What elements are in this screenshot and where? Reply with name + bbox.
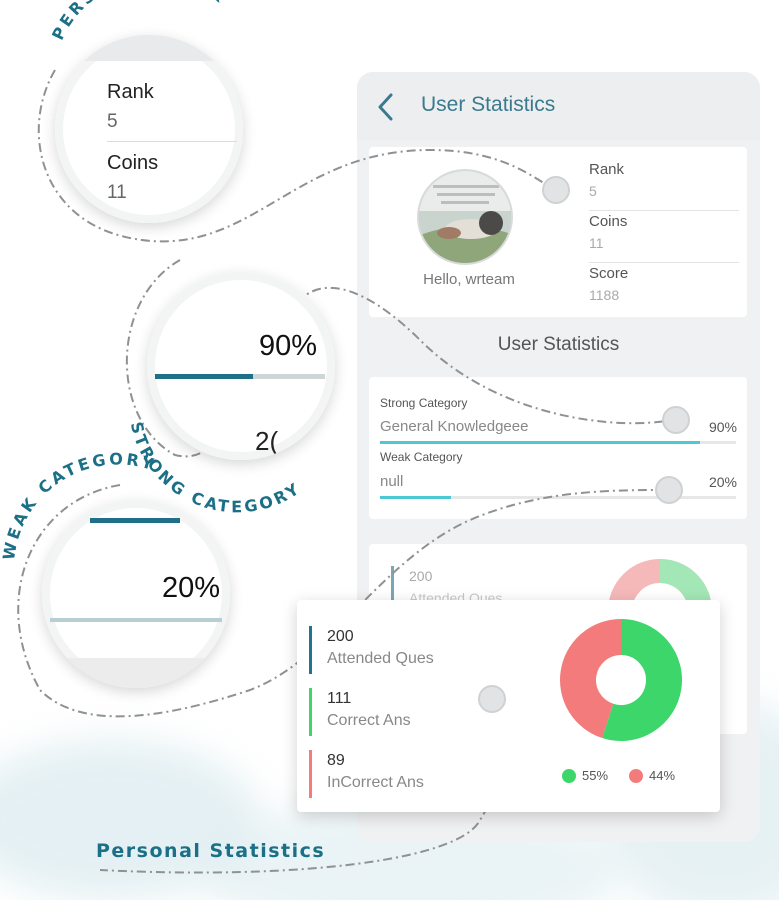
donut-slice-correct: [602, 619, 682, 741]
weak-category-label: Weak Category: [380, 450, 463, 464]
zoom-weak-track: [50, 618, 222, 622]
zoom-strip: [42, 658, 230, 688]
personal-rank-callout: PERSONAL RANK: [48, 0, 230, 43]
weak-category-value: null: [380, 473, 404, 490]
stat-label: Rank: [589, 161, 625, 178]
stat-label: Score: [589, 265, 629, 282]
strong-category-fill: [380, 441, 701, 444]
coins-stat: Coins 11: [589, 211, 739, 263]
zoom-strong-partial: 2(: [255, 426, 279, 456]
zoom-inner: 90% 2(: [147, 272, 335, 460]
profile-stats: Rank 5 Coins 11 Score 1188: [589, 159, 739, 315]
zoom-strong-percent: 90%: [258, 330, 317, 362]
stat-value: 5: [589, 183, 597, 199]
weak-category-fill: [380, 496, 452, 499]
weak-category-bar: [380, 496, 736, 499]
strong-category-label: Strong Category: [380, 396, 468, 410]
app-title: User Statistics: [421, 93, 556, 116]
strong-category-bar: [380, 441, 736, 444]
donut-chart: [560, 619, 682, 741]
incorrect-stat: 89 InCorrect Ans: [309, 750, 424, 800]
zoom-rank-value: 5: [107, 111, 118, 132]
callout-text: WEAK CATEGORY: [0, 449, 156, 561]
app-header: User Statistics: [357, 72, 760, 140]
attended-bar: [309, 626, 312, 674]
personal-rank-zoom: Rank 5 Coins 11: [55, 35, 243, 223]
correct-value: 111: [327, 690, 352, 707]
incorrect-bar: [309, 750, 312, 798]
connector-dot-strong: [662, 406, 690, 434]
legend-label: 55%: [582, 768, 609, 783]
weak-category-percent: 20%: [708, 474, 737, 490]
zoom-strip: [55, 35, 243, 61]
correct-stat: 111 Correct Ans: [309, 688, 411, 738]
zoom-coins-label: Coins: [107, 152, 159, 174]
legend-swatch-green: [562, 768, 576, 783]
zoom-divider: [107, 141, 237, 142]
weak-category-zoom: 20%: [42, 500, 230, 688]
legend-label: 44%: [649, 768, 676, 783]
donut-slice-incorrect: [560, 619, 623, 739]
greeting-text: Hello, wrteam: [423, 271, 515, 288]
attended-stat: 200 Attended Ques: [309, 626, 434, 676]
stat-label: Coins: [589, 213, 628, 230]
zoom-weak-percent: 20%: [161, 572, 220, 604]
incorrect-label: InCorrect Ans: [327, 774, 424, 791]
zoom-inner: 20%: [42, 500, 230, 688]
category-card: Strong Category General Knowledgeee 90% …: [369, 377, 747, 519]
rank-stat: Rank 5: [589, 159, 739, 211]
score-stat: Score 1188: [589, 263, 739, 315]
correct-bar: [309, 688, 312, 736]
zoom-strong-fill: [155, 374, 253, 379]
connector-dot-weak: [655, 476, 683, 504]
legend-incorrect: 44%: [629, 768, 675, 783]
zoom-rank-label: Rank: [107, 81, 154, 103]
strong-category-percent: 90%: [708, 419, 737, 435]
strong-category-zoom: 90% 2(: [147, 272, 335, 460]
zoom-weak-topbar: [90, 518, 180, 523]
avatar[interactable]: [417, 169, 513, 265]
stat-value: 11: [589, 235, 604, 251]
section-title: User Statistics: [497, 334, 620, 355]
incorrect-value: 89: [327, 752, 345, 769]
attended-value-faded: 200: [409, 568, 433, 584]
personal-statistics-callout: Personal Statistics: [96, 840, 326, 862]
connector-dot-stats: [478, 685, 506, 713]
zoom-inner: Rank 5 Coins 11: [55, 35, 243, 223]
zoom-strong-track: [155, 374, 325, 379]
attended-label: Attended Ques: [327, 650, 434, 667]
legend-swatch-red: [629, 768, 643, 783]
strong-category-value: General Knowledgeee: [380, 418, 529, 435]
chevron-left-icon[interactable]: [373, 90, 399, 124]
attended-value: 200: [327, 628, 354, 645]
profile-card: Hello, wrteam Rank 5 Coins 11 Score 1188: [369, 147, 747, 317]
personal-statistics-card: 200 Attended Ques 111 Correct Ans 89 InC…: [297, 600, 720, 812]
attended-bar: [391, 566, 394, 608]
correct-label: Correct Ans: [327, 712, 411, 729]
connector-dot-rank: [542, 176, 570, 204]
stat-value: 1188: [589, 287, 620, 303]
legend-correct: 55%: [562, 768, 608, 783]
zoom-coins-value: 11: [107, 182, 127, 203]
callout-text: PERSONAL RANK: [48, 0, 227, 43]
weak-category-callout: WEAK CATEGORY: [0, 449, 159, 561]
